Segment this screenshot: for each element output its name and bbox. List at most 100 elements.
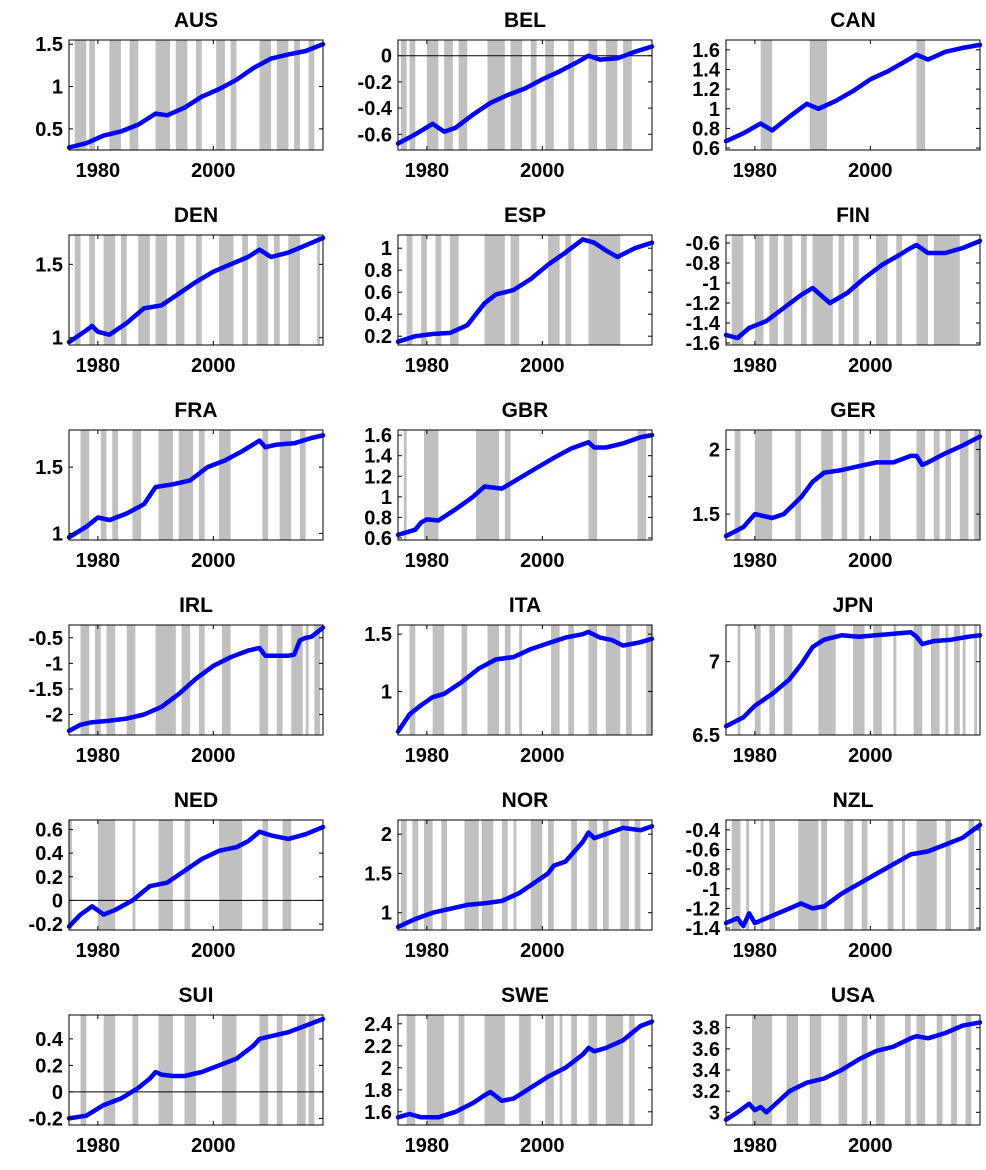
series-line: [395, 44, 655, 146]
shaded-period-2: [809, 1015, 822, 1125]
y-tick-label: -0.6: [686, 839, 720, 861]
chart-panel-gbr: GBR 0.6 0.8 1 1.2 1.4 1.6 1980 2000: [329, 390, 657, 585]
y-tick-label: 1.2: [364, 466, 392, 488]
shaded-period-5: [637, 430, 647, 540]
shaded-period-4: [155, 40, 171, 150]
shaded-period-11: [646, 625, 652, 735]
shaded-period-2: [435, 235, 442, 345]
shaded-period-2: [109, 40, 121, 150]
chart-svg: FIN -1.6-1.4-1.2-1-0.8-0.6 1980 2000: [686, 204, 983, 377]
chart-svg: GER 1.5 2 1980 2000: [692, 399, 983, 572]
shaded-period-3: [129, 40, 139, 150]
shaded-period-5: [519, 625, 523, 735]
chart-panel-bel: BEL -0.6 -0.4 -0.2 0 1980 2000: [329, 0, 657, 195]
y-tick-label: 1: [52, 523, 63, 545]
x-tick-label: 2000: [848, 355, 893, 377]
chart-svg: NED -0.200.20.40.6 1980 2000: [29, 789, 326, 962]
axes-box: [397, 234, 653, 346]
series-line: [723, 1020, 983, 1122]
shaded-period-11: [588, 820, 598, 930]
x-tick-label: 2000: [520, 355, 565, 377]
shaded-period-9: [945, 430, 952, 540]
x-tick-label: 2000: [848, 940, 893, 962]
shaded-period-8: [545, 40, 554, 150]
x-tick-label: 1980: [76, 355, 121, 377]
shaded-period-0: [403, 430, 407, 540]
shaded-period-1: [100, 430, 107, 540]
x-tick-label: 1980: [405, 160, 450, 182]
chart-svg: CAN 0.60.811.21.41.6 1980 2000: [692, 9, 983, 182]
x-tick-label: 1980: [733, 745, 778, 767]
axes-box: [68, 624, 324, 736]
shaded-period-6: [878, 430, 891, 540]
shaded-period-9: [896, 235, 903, 345]
axes-box: [68, 1014, 324, 1126]
shaded-period-0: [400, 40, 407, 150]
chart-svg: ESP 0.20.40.60.81 1980 2000: [364, 204, 655, 377]
y-tick-label: -0.5: [29, 628, 63, 650]
series-line: [723, 42, 983, 144]
shaded-period-2: [426, 40, 439, 150]
y-tick-label: 1: [709, 99, 720, 121]
shaded-period-5: [853, 625, 865, 735]
shaded-period-1: [421, 235, 427, 345]
shaded-period-4: [504, 625, 511, 735]
x-tick-label: 1980: [733, 355, 778, 377]
shaded-period-5: [181, 625, 191, 735]
shaded-period-5: [221, 1015, 237, 1125]
chart-title: AUS: [174, 9, 218, 32]
x-tick-label: 2000: [848, 1135, 893, 1157]
chart-panel-irl: IRL -2 -1.5 -1 -0.5 1980 2000: [0, 585, 328, 780]
x-tick-label: 2000: [191, 355, 236, 377]
shaded-period-9: [548, 820, 554, 930]
chart-panel-swe: SWE 1.6 1.8 2 2.2 2.4 1980 2000: [329, 975, 657, 1170]
y-tick-label: -0.6: [358, 124, 392, 146]
x-tick-label: 2000: [520, 160, 565, 182]
y-tick-label: 2: [381, 1058, 392, 1080]
chart-title: USA: [831, 984, 875, 1007]
y-tick-label: 0.5: [35, 119, 63, 141]
axes-box: [397, 819, 653, 931]
x-tick-label: 2000: [848, 160, 893, 182]
series-line: [723, 822, 983, 929]
shaded-period-12: [602, 820, 609, 930]
shaded-period-6: [838, 235, 845, 345]
shaded-period-1: [89, 40, 95, 150]
shaded-period-8: [219, 235, 234, 345]
y-tick-label: 2.4: [364, 1014, 393, 1036]
shaded-period-4: [841, 430, 848, 540]
shaded-period-10: [965, 1015, 972, 1125]
shaded-period-3: [441, 820, 448, 930]
shaded-period-1: [786, 1015, 799, 1125]
series-line: [66, 433, 326, 540]
chart-panel-nor: NOR 1 1.5 2 1980 2000: [329, 780, 657, 975]
y-tick-label: -1: [45, 653, 63, 675]
y-tick-label: -1.2: [686, 293, 720, 315]
x-tick-label: 1980: [733, 940, 778, 962]
shaded-period-10: [588, 40, 598, 150]
shaded-period-8: [530, 820, 543, 930]
x-tick-label: 1980: [405, 940, 450, 962]
series-line: [395, 824, 655, 930]
x-tick-label: 2000: [191, 745, 236, 767]
shaded-period-11: [954, 625, 960, 735]
y-tick-label: 1: [52, 328, 63, 350]
shaded-period-7: [916, 430, 926, 540]
y-tick-label: 1.6: [364, 1102, 392, 1124]
shaded-period-9: [951, 1015, 957, 1125]
shaded-period-6: [844, 820, 853, 930]
shaded-period-12: [314, 625, 321, 735]
shaded-period-12: [623, 40, 632, 150]
x-tick-label: 1980: [405, 1135, 450, 1157]
shaded-period-6: [550, 625, 560, 735]
y-tick-label: 0.8: [364, 260, 392, 282]
series-line: [395, 1019, 655, 1120]
chart-title: NOR: [502, 789, 549, 812]
shaded-period-5: [821, 820, 828, 930]
chart-svg: BEL -0.6 -0.4 -0.2 0 1980 2000: [358, 9, 655, 182]
y-tick-label: -0.8: [686, 859, 720, 881]
shaded-period-10: [916, 235, 929, 345]
shaded-period-6: [198, 625, 205, 735]
chart-panel-esp: ESP 0.2 0.4 0.6 0.8 1 1980 2000: [329, 195, 657, 390]
